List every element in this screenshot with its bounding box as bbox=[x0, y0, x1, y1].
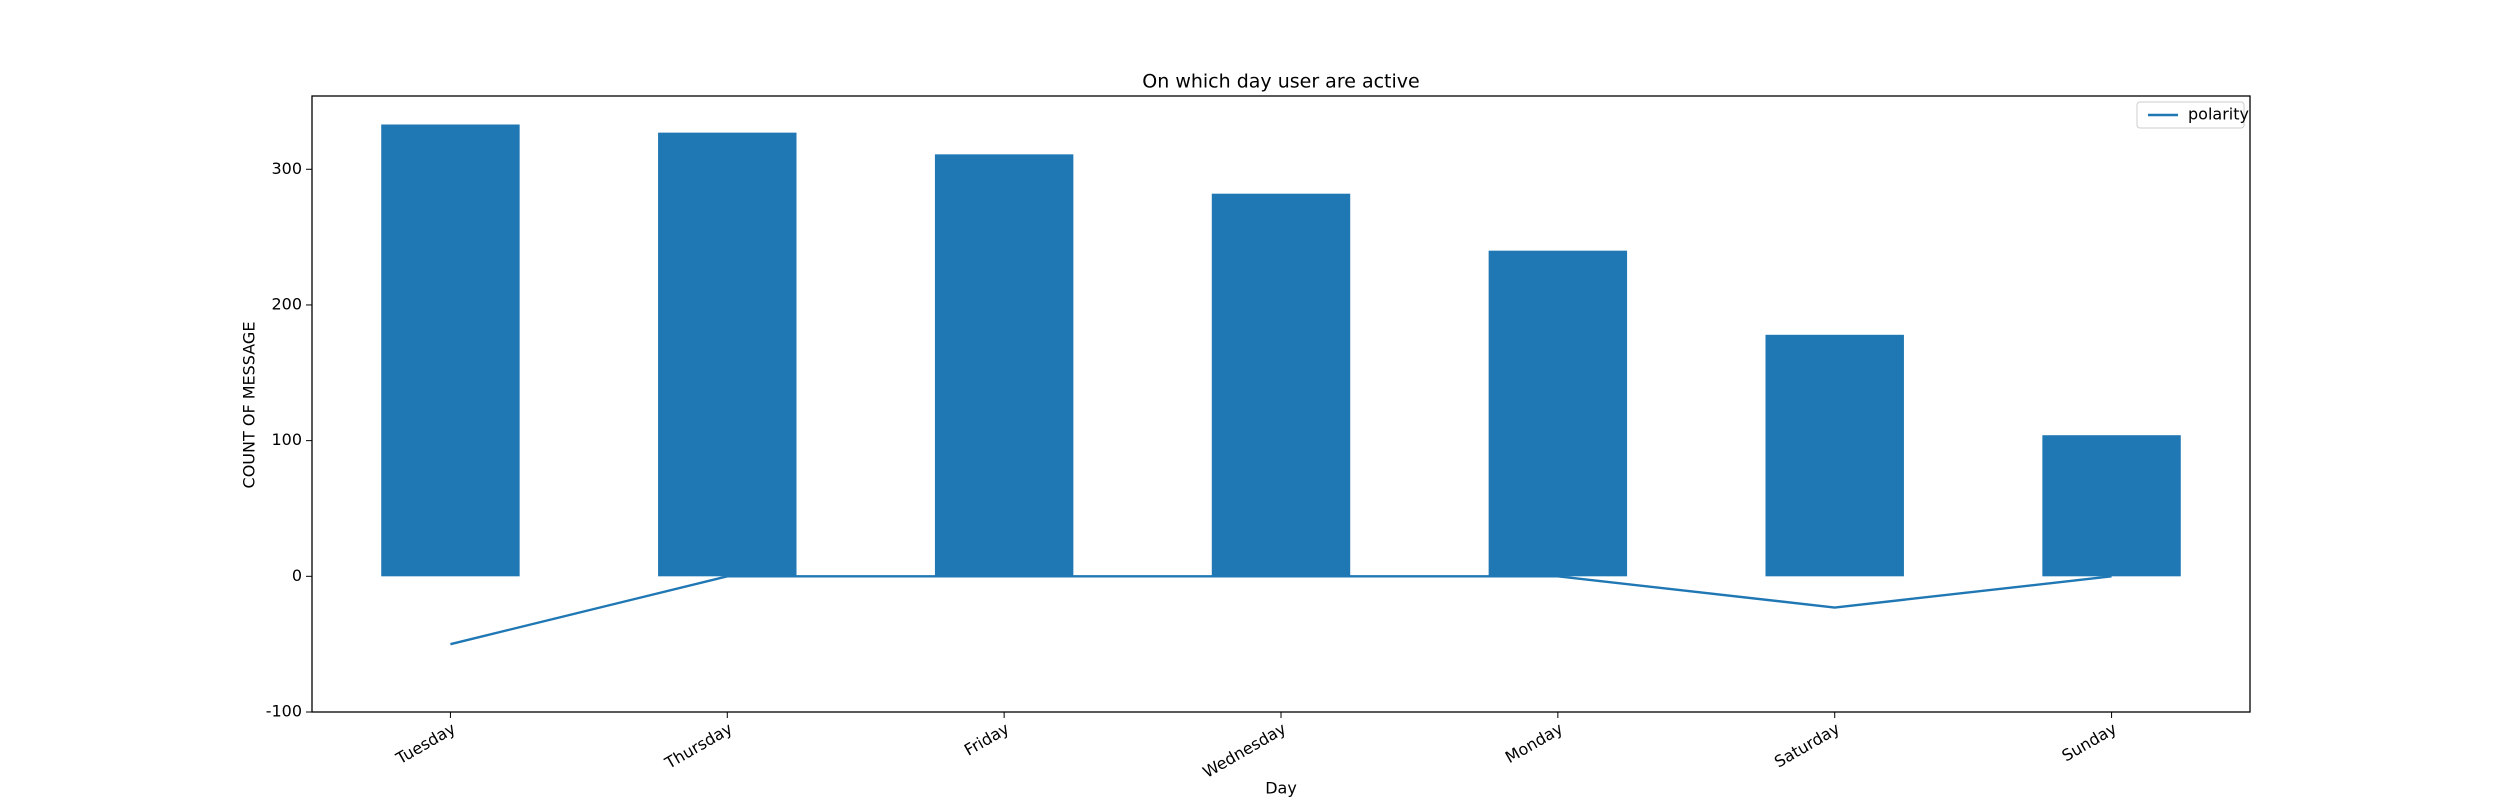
legend-box bbox=[2136, 101, 2245, 129]
legend-label: polarity bbox=[2188, 105, 2249, 124]
x-tick-label: Monday bbox=[1502, 719, 1566, 767]
y-tick-label: 300 bbox=[271, 159, 302, 178]
bar bbox=[1765, 334, 1904, 577]
x-tick-label: Saturday bbox=[1771, 719, 1843, 772]
x-tick-label: Thursday bbox=[661, 719, 736, 773]
bar bbox=[934, 154, 1074, 577]
y-tick-label: 100 bbox=[271, 430, 302, 449]
y-tick-label: -100 bbox=[266, 702, 302, 721]
x-tick-label: Friday bbox=[961, 719, 1013, 760]
x-axis-label: Day bbox=[1265, 779, 1297, 798]
bar bbox=[1211, 193, 1351, 577]
plot-frame bbox=[311, 95, 2251, 713]
x-tick-label: Wednesday bbox=[1200, 719, 1290, 782]
y-tick-label: 200 bbox=[271, 294, 302, 313]
y-tick-label: 0 bbox=[292, 566, 302, 585]
x-tick-label: Sunday bbox=[2058, 719, 2119, 765]
bar bbox=[381, 124, 520, 577]
line bbox=[450, 575, 2112, 646]
y-axis-label: COUNT OF MESSAGE bbox=[240, 322, 259, 489]
bar bbox=[2042, 435, 2181, 577]
bar bbox=[658, 132, 797, 577]
x-tick-label: Tuesday bbox=[392, 719, 459, 769]
bar bbox=[1488, 250, 1628, 577]
chart-title: On which day user are active bbox=[1142, 71, 1419, 93]
